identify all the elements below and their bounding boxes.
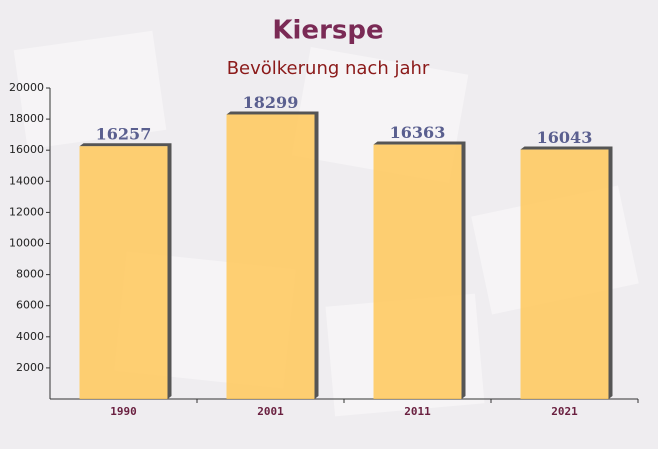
value-label: 16363 xyxy=(390,123,446,142)
x-tick-label: 2001 xyxy=(257,405,284,418)
y-tick-label: 6000 xyxy=(16,299,44,312)
chart-subtitle: Bevölkerung nach jahr xyxy=(227,58,430,79)
y-tick-label: 14000 xyxy=(9,174,44,187)
y-tick-label: 16000 xyxy=(9,143,44,156)
bar xyxy=(373,144,462,399)
x-tick-label: 2021 xyxy=(551,405,578,418)
chart-title: Kierspe xyxy=(272,16,383,46)
y-tick-label: 2000 xyxy=(16,361,44,374)
bar xyxy=(79,146,168,399)
y-tick-label: 12000 xyxy=(9,205,44,218)
value-label: 16043 xyxy=(537,128,593,147)
x-tick-label: 2011 xyxy=(404,405,431,418)
y-tick-label: 10000 xyxy=(9,237,44,250)
value-label: 18299 xyxy=(243,93,299,112)
y-tick-label: 20000 xyxy=(9,81,44,94)
value-label: 16257 xyxy=(96,125,152,144)
x-tick-label: 1990 xyxy=(110,405,137,418)
y-tick-label: 18000 xyxy=(9,112,44,125)
y-tick-label: 8000 xyxy=(16,268,44,281)
y-tick-label: 4000 xyxy=(16,330,44,343)
bar xyxy=(520,149,609,399)
bar xyxy=(226,114,315,399)
